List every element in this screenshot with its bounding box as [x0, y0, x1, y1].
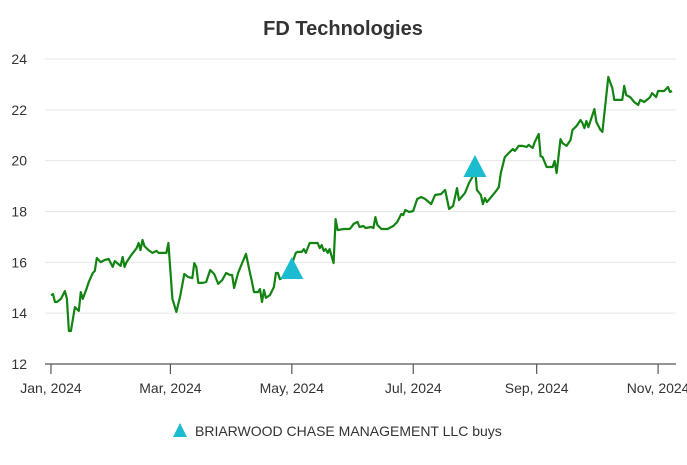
x-tick-label: Mar, 2024 — [139, 380, 201, 396]
y-tick-label: 18 — [11, 204, 27, 220]
price-series — [50, 75, 673, 333]
x-tick-label: Jan, 2024 — [20, 380, 82, 396]
chart-title: FD Technologies — [263, 18, 423, 40]
y-axis-labels: 12 14 16 18 20 22 24 — [11, 51, 27, 372]
y-tick-label: 22 — [11, 102, 27, 118]
buy-marker[interactable] — [280, 256, 304, 279]
gridlines — [45, 58, 676, 314]
x-tick-label: Sep, 2024 — [505, 380, 569, 396]
x-axis-ticks: Jan, 2024 Mar, 2024 May, 2024 Jul, 2024 Sep,… — [20, 364, 687, 396]
legend[interactable]: BRIARWOOD CHASE MANAGEMENT LLC buys — [173, 423, 502, 439]
series-line — [50, 75, 673, 333]
y-tick-label: 24 — [11, 51, 27, 67]
x-tick-label: Jul, 2024 — [385, 380, 442, 396]
y-tick-label: 14 — [11, 305, 27, 321]
x-tick-label: May, 2024 — [260, 380, 325, 396]
x-tick-label: Nov, 2024 — [627, 380, 687, 396]
y-tick-label: 20 — [11, 153, 27, 169]
buy-marker[interactable] — [463, 155, 487, 178]
legend-label: BRIARWOOD CHASE MANAGEMENT LLC buys — [195, 423, 502, 439]
y-tick-label: 16 — [11, 254, 27, 270]
legend-triangle-icon — [173, 423, 187, 437]
buy-markers — [280, 155, 487, 279]
y-tick-label: 12 — [11, 356, 27, 372]
